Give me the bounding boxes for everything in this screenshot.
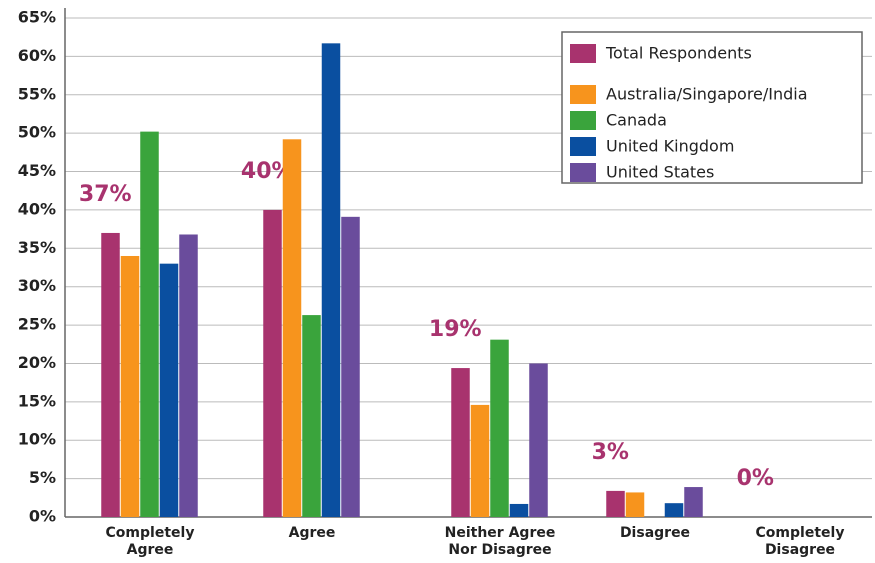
- y-tick-label: 50%: [18, 123, 56, 142]
- bar: [625, 492, 645, 517]
- data-label: 0%: [737, 466, 774, 491]
- data-label: 3%: [592, 440, 629, 465]
- y-tick-label: 10%: [18, 430, 56, 449]
- bar: [179, 234, 198, 517]
- legend-swatch: [570, 44, 596, 63]
- y-tick-label: 15%: [18, 391, 56, 410]
- bar: [490, 339, 509, 517]
- legend-swatch: [570, 85, 596, 104]
- x-tick-label: Agree: [288, 525, 336, 541]
- bar: [684, 487, 703, 517]
- bar: [529, 363, 548, 517]
- legend-swatch: [570, 111, 596, 130]
- x-tick-label: Disagree: [619, 525, 691, 541]
- bar: [451, 368, 470, 517]
- y-tick-label: 60%: [18, 46, 56, 65]
- bar: [321, 43, 341, 517]
- bar: [140, 131, 159, 517]
- legend-label: United States: [606, 163, 714, 182]
- legend-swatch: [570, 163, 596, 182]
- bar: [664, 503, 684, 517]
- y-tick-label: 55%: [18, 84, 56, 103]
- x-tick-label: Completely Disagree: [755, 525, 845, 558]
- legend-box: [561, 31, 863, 184]
- bar: [341, 216, 360, 517]
- bar: [101, 232, 120, 517]
- bar: [470, 404, 490, 517]
- y-tick-label: 0%: [29, 507, 56, 526]
- x-tick-label: Completely Agree: [105, 525, 195, 558]
- bar: [606, 490, 625, 517]
- bar: [302, 315, 321, 517]
- legend-label: United Kingdom: [606, 137, 734, 156]
- legend-label: Australia/Singapore/India: [606, 85, 808, 104]
- legend-swatch: [570, 137, 596, 156]
- legend-label: Total Respondents: [605, 44, 752, 63]
- data-label: 37%: [79, 182, 132, 207]
- y-tick-label: 45%: [18, 161, 56, 180]
- bar: [282, 139, 302, 517]
- y-tick-label: 65%: [18, 8, 56, 27]
- x-tick-label: Neither Agree Nor Disagree: [444, 525, 556, 558]
- bar: [159, 263, 179, 517]
- y-tick-label: 20%: [18, 353, 56, 372]
- bar: [263, 209, 282, 517]
- bar: [120, 255, 140, 517]
- y-tick-label: 25%: [18, 315, 56, 334]
- y-tick-label: 5%: [29, 468, 56, 487]
- y-tick-label: 30%: [18, 276, 56, 295]
- y-tick-label: 35%: [18, 238, 56, 257]
- bar: [509, 503, 529, 517]
- legend-label: Canada: [606, 111, 667, 130]
- data-label: 19%: [429, 317, 482, 342]
- y-tick-label: 40%: [18, 199, 56, 218]
